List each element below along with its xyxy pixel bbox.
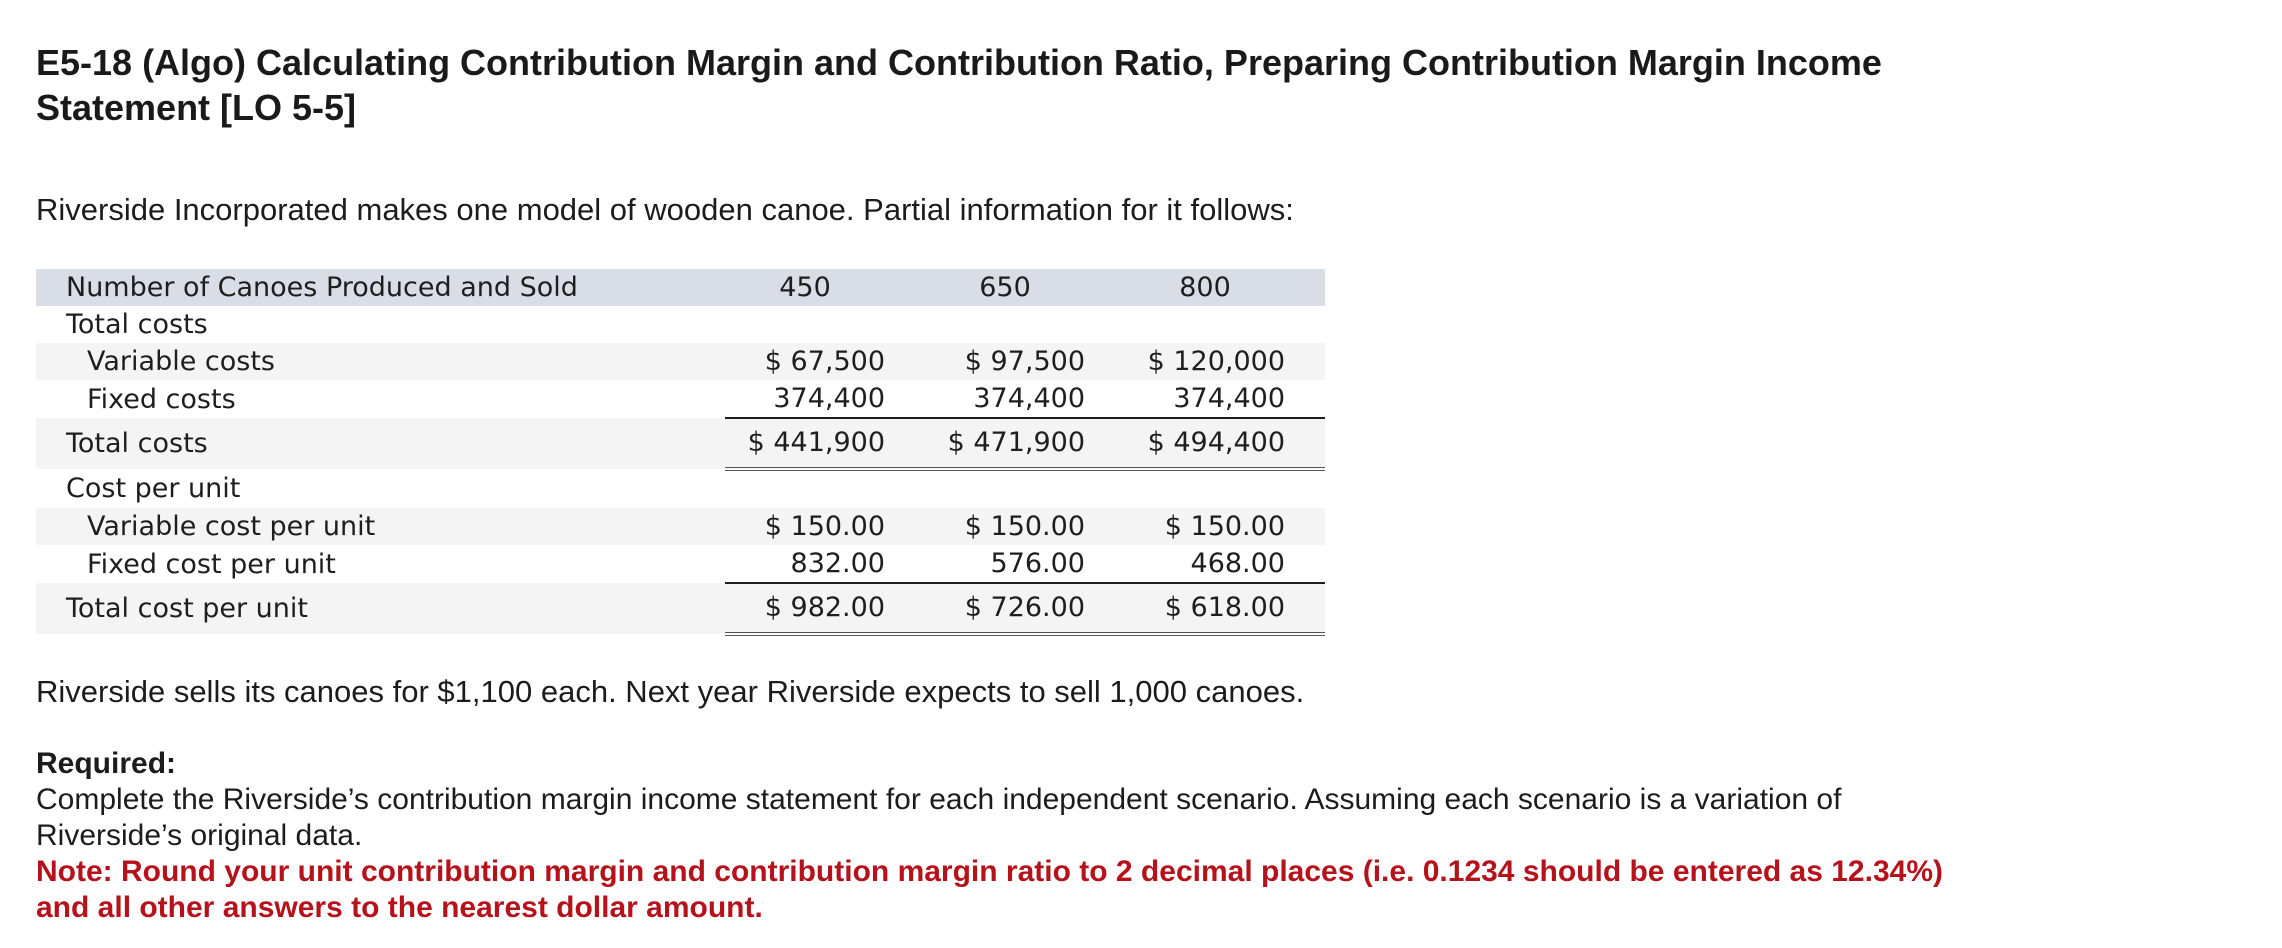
table-cell: 374,400 xyxy=(1173,383,1285,414)
required-label: Required: xyxy=(36,747,177,780)
table-cell: $ 726.00 xyxy=(925,582,1125,636)
table-cell: $ 494,400 xyxy=(1125,417,1325,471)
variable-costs-label: Variable costs xyxy=(36,343,725,380)
fixed-costs-label: Fixed costs xyxy=(87,383,236,415)
table-cell: 576.00 xyxy=(990,548,1085,579)
table-cell: 374,400 xyxy=(973,383,1085,414)
table-cell: $ 150.00 xyxy=(725,508,925,545)
table-cell: $ 150.00 xyxy=(1125,508,1325,545)
page-title: E5-18 (Algo) Calculating Contribution Ma… xyxy=(36,42,1882,128)
table-cell: $ 982.00 xyxy=(725,582,925,636)
total-costs-label: Total costs xyxy=(36,418,725,469)
table-cell: $ 471,900 xyxy=(925,417,1125,471)
selling-price-text: Riverside sells its canoes for $1,100 ea… xyxy=(36,674,1305,709)
table-cell: $ 150.00 xyxy=(925,508,1125,545)
rounding-note: Note: Round your unit contribution margi… xyxy=(36,855,1943,924)
table-header-row: Number of Canoes Produced and Sold 450 6… xyxy=(36,269,1325,306)
intro-text: Riverside Incorporated makes one model o… xyxy=(36,192,1294,227)
variable-cost-per-unit-label: Variable cost per unit xyxy=(36,508,725,545)
table-row: Total costs xyxy=(36,306,1325,343)
table-row: Variable costs $ 67,500 $ 97,500 $ 120,0… xyxy=(36,343,1325,380)
table-row: Total cost per unit $ 982.00 $ 726.00 $ … xyxy=(36,582,1325,636)
table-cell: 832.00 xyxy=(790,548,885,579)
table-cell: $ 441,900 xyxy=(725,417,925,471)
required-text: Complete the Riverside’s contribution ma… xyxy=(36,783,1842,852)
table-row: Variable cost per unit $ 150.00 $ 150.00… xyxy=(36,508,1325,545)
table-cell: 468.00 xyxy=(1190,548,1285,579)
required-section: Required: Complete the Riverside’s contr… xyxy=(36,746,1956,926)
table-cell: 374,400 xyxy=(773,383,885,414)
table-cell: $ 120,000 xyxy=(1125,343,1325,380)
total-costs-heading: Total costs xyxy=(66,309,208,340)
header-value-650: 650 xyxy=(925,269,1125,306)
header-label: Number of Canoes Produced and Sold xyxy=(36,269,725,306)
table-row: Cost per unit xyxy=(36,469,1325,508)
table-cell: $ 97,500 xyxy=(925,343,1125,380)
table-row: Fixed cost per unit 832.00 576.00 468.00 xyxy=(36,545,1325,583)
table-row: Total costs $ 441,900 $ 471,900 $ 494,40… xyxy=(36,417,1325,471)
table-row: Fixed costs 374,400 374,400 374,400 xyxy=(36,380,1325,418)
cost-per-unit-heading: Cost per unit xyxy=(66,473,241,504)
total-cost-per-unit-label: Total cost per unit xyxy=(36,583,725,634)
table-cell: $ 618.00 xyxy=(1125,582,1325,636)
cost-table: Number of Canoes Produced and Sold 450 6… xyxy=(36,269,1325,636)
header-value-450: 450 xyxy=(725,269,925,306)
header-value-800: 800 xyxy=(1125,269,1325,306)
fixed-cost-per-unit-label: Fixed cost per unit xyxy=(87,548,336,580)
table-cell: $ 67,500 xyxy=(725,343,925,380)
